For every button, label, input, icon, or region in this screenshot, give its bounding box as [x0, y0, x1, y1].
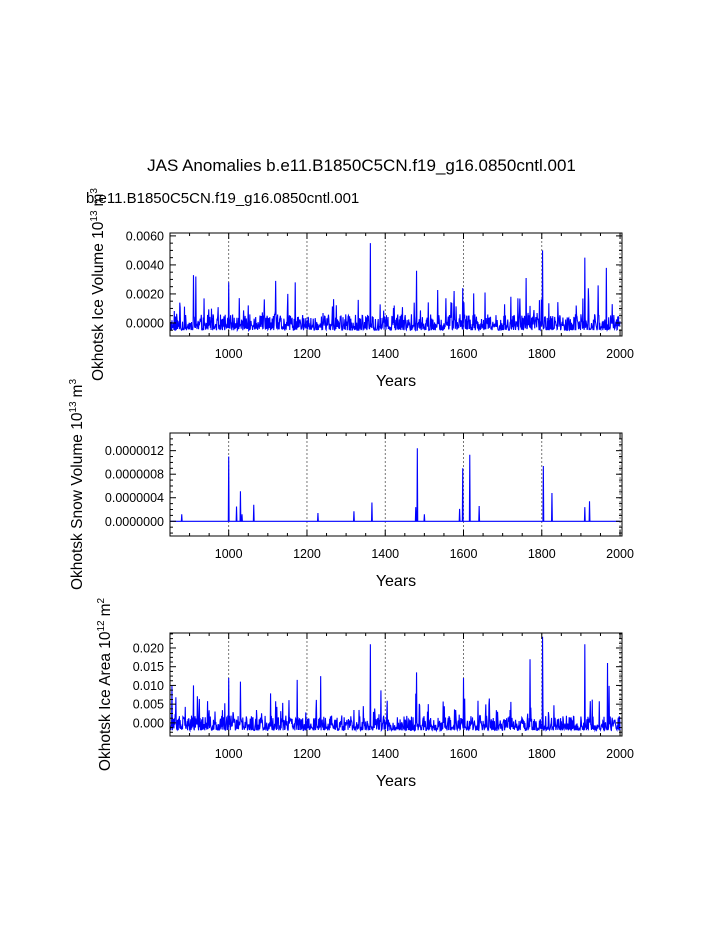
ice-area-ytick-label: 0.020 — [133, 641, 164, 655]
snow-volume-ytick-label: 0.0000004 — [105, 491, 164, 505]
ice-volume-ytick-label: 0.0020 — [126, 287, 164, 301]
snow-volume-ylabel: Okhotsk Snow Volume 1013m3 — [68, 379, 86, 591]
ice-volume-xtick-label: 2000 — [606, 347, 634, 361]
snow-volume-xlabel: Years — [376, 573, 416, 590]
ice-volume-ytick-label: 0.0040 — [126, 258, 164, 272]
snow-volume-xtick-label: 1600 — [450, 547, 478, 561]
ice-area-xtick-label: 1600 — [450, 747, 478, 761]
case-label: b.e11.B1850C5CN.f19_g16.0850cntl.001 — [86, 190, 360, 207]
ice-volume-xtick-label: 1400 — [371, 347, 399, 361]
ice-area-ytick-label: 0.000 — [133, 716, 164, 730]
ice-volume-xtick-label: 1000 — [215, 347, 243, 361]
ice-area-ytick-label: 0.015 — [133, 660, 164, 674]
ice-volume-ylabel: Okhotsk Ice Volume 1013m3 — [89, 188, 107, 381]
ice-volume-panel: 1000 1200 1400 1600 1800 2000 0.0000 0.0020 0.00… — [89, 188, 634, 390]
ice-volume-xtick-label: 1800 — [528, 347, 556, 361]
ice-volume-xtick-label: 1600 — [450, 347, 478, 361]
snow-volume-xtick-label: 2000 — [606, 547, 634, 561]
snow-volume-ytick-label: 0.0000012 — [105, 444, 164, 458]
ice-volume-xtick-label: 1200 — [293, 347, 321, 361]
snow-volume-plot-frame — [169, 432, 623, 537]
ice-area-ytick-label: 0.010 — [133, 679, 164, 693]
ice-area-series-line — [170, 636, 621, 733]
ice-volume-ytick-label: 0.0060 — [126, 229, 164, 243]
ice-area-panel: 1000 1200 1400 1600 1800 2000 0.000 0.005 0.010 0… — [96, 597, 634, 790]
ice-area-xtick-label: 1200 — [293, 747, 321, 761]
snow-volume-ytick-label: 0.0000000 — [105, 515, 164, 529]
ice-area-ytick-label: 0.005 — [133, 698, 164, 712]
ice-volume-plot-frame — [169, 232, 623, 337]
ice-area-xlabel: Years — [376, 773, 416, 790]
snow-volume-xtick-label: 1000 — [215, 547, 243, 561]
ice-area-ylabel: Okhotsk Ice Area 1012m2 — [96, 597, 114, 771]
ice-area-xtick-label: 2000 — [606, 747, 634, 761]
ice-volume-xlabel: Years — [376, 373, 416, 390]
snow-volume-series-line — [170, 448, 621, 522]
snow-volume-xtick-label: 1200 — [293, 547, 321, 561]
ice-volume-series-line — [170, 243, 621, 333]
snow-volume-xtick-label: 1400 — [371, 547, 399, 561]
ice-area-xtick-label: 1800 — [528, 747, 556, 761]
snow-volume-panel: 1000 1200 1400 1600 1800 2000 0.0000000 0.00000… — [68, 379, 634, 591]
ice-area-xtick-label: 1400 — [371, 747, 399, 761]
ice-area-xtick-label: 1000 — [215, 747, 243, 761]
ice-area-plot-frame — [169, 632, 623, 737]
ice-volume-ytick-label: 0.0000 — [126, 316, 164, 330]
snow-volume-ytick-label: 0.0000008 — [105, 468, 164, 482]
snow-volume-xtick-label: 1800 — [528, 547, 556, 561]
figure-title: JAS Anomalies b.e11.B1850C5CN.f19_g16.08… — [147, 156, 576, 175]
